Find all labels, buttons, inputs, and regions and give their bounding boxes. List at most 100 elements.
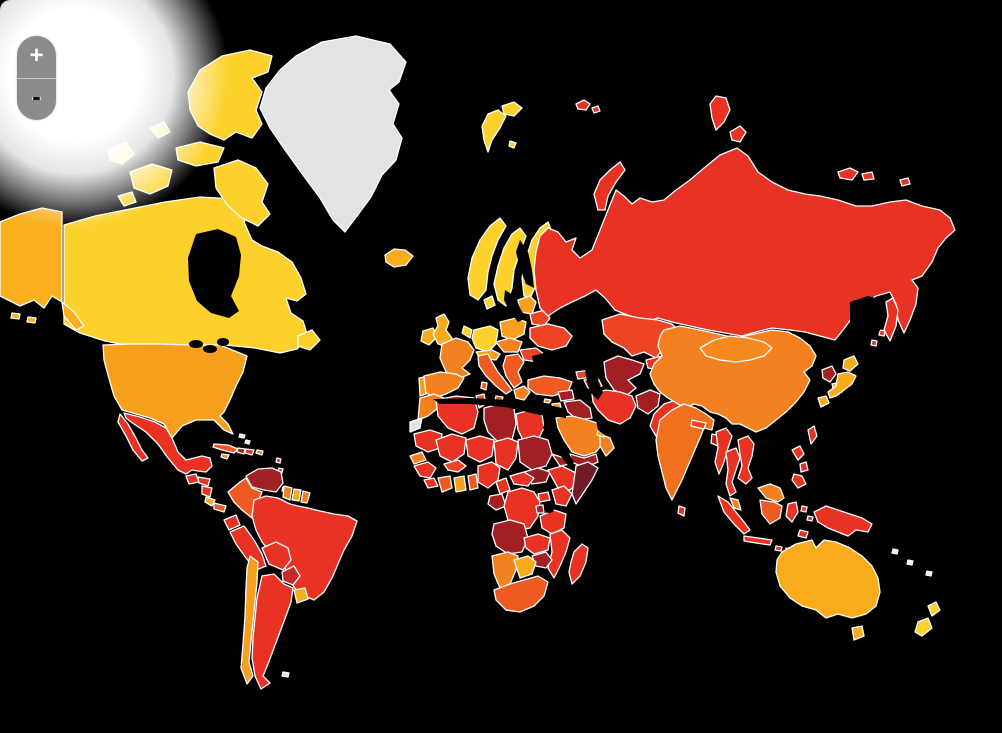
region-paraguay[interactable] (281, 565, 301, 586)
region-ireland[interactable] (420, 327, 438, 346)
region-poland[interactable] (499, 317, 527, 341)
region-ecuador[interactable] (223, 514, 241, 531)
region-argentina[interactable] (251, 573, 294, 690)
region-mongolia[interactable] (699, 335, 773, 363)
region-french-guiana[interactable] (300, 490, 311, 504)
region-gabon-congo[interactable] (487, 493, 507, 511)
region-puerto-rico[interactable] (255, 449, 264, 456)
region-malaysia[interactable] (729, 497, 742, 511)
region-philippines[interactable] (791, 445, 809, 489)
region-honduras[interactable] (197, 476, 211, 487)
region-suriname[interactable] (291, 488, 302, 502)
region-india[interactable] (655, 403, 715, 501)
region-russia-arctic-islands[interactable] (575, 95, 911, 347)
region-tanzania[interactable] (539, 509, 567, 535)
region-sudan[interactable] (517, 435, 553, 471)
region-libya[interactable] (483, 403, 517, 443)
region-cuba[interactable] (212, 443, 239, 454)
region-syria[interactable] (557, 389, 575, 402)
region-china[interactable] (649, 325, 817, 433)
region-dominican-republic[interactable] (244, 448, 255, 456)
region-drc[interactable] (503, 487, 541, 531)
region-angola[interactable] (491, 519, 529, 555)
region-mali[interactable] (435, 433, 467, 463)
region-rwanda-burundi[interactable] (535, 504, 545, 514)
region-sierra-liberia[interactable] (423, 477, 439, 489)
region-cyprus[interactable] (543, 398, 552, 404)
region-taiwan[interactable] (807, 425, 818, 445)
region-new-guinea[interactable] (813, 505, 873, 537)
region-benelux[interactable] (461, 325, 473, 339)
region-madagascar[interactable] (568, 543, 589, 585)
region-north-korea[interactable] (821, 365, 837, 383)
region-nicaragua[interactable] (201, 485, 213, 498)
region-borneo-malaysia[interactable] (757, 483, 785, 503)
region-tasmania[interactable] (851, 625, 865, 641)
region-ghana[interactable] (453, 475, 467, 493)
region-chile[interactable] (240, 555, 259, 685)
region-spain[interactable] (420, 371, 465, 399)
region-central-europe[interactable] (495, 337, 523, 353)
region-mozambique[interactable] (547, 529, 571, 579)
region-nigeria[interactable] (477, 461, 501, 489)
region-oman[interactable] (599, 433, 615, 457)
region-norway[interactable] (467, 217, 507, 301)
region-iceland[interactable] (384, 248, 414, 268)
region-thailand[interactable] (725, 447, 741, 497)
region-jamaica[interactable] (220, 453, 230, 460)
region-uruguay[interactable] (293, 587, 309, 604)
region-pacific-islands[interactable] (891, 548, 933, 577)
region-sumatra[interactable] (717, 495, 751, 535)
region-indochina[interactable] (737, 435, 755, 485)
region-guyana[interactable] (282, 485, 293, 501)
region-cameroon[interactable] (495, 477, 511, 495)
region-ukraine[interactable] (529, 323, 573, 351)
region-sri-lanka[interactable] (677, 505, 686, 517)
region-guatemala[interactable] (185, 473, 200, 485)
region-venezuela[interactable] (245, 467, 284, 493)
region-myanmar[interactable] (714, 427, 733, 475)
region-chad[interactable] (493, 437, 519, 471)
region-kenya[interactable] (551, 485, 573, 507)
region-uganda[interactable] (537, 491, 551, 503)
zoom-out-button[interactable]: - (17, 79, 56, 121)
region-usa[interactable] (102, 343, 248, 439)
region-guinea[interactable] (413, 461, 437, 479)
region-bahamas[interactable] (238, 433, 251, 445)
region-botswana[interactable] (513, 555, 537, 579)
region-greenland[interactable] (259, 35, 407, 233)
region-niger[interactable] (465, 435, 495, 463)
region-uzbek-turkmen[interactable] (603, 355, 645, 397)
region-java[interactable] (743, 535, 773, 546)
region-sulawesi[interactable] (785, 501, 799, 523)
region-bolivia[interactable] (261, 541, 292, 571)
region-iraq[interactable] (563, 399, 593, 421)
region-peru[interactable] (229, 525, 267, 571)
region-afghanistan[interactable] (635, 389, 661, 415)
region-haiti[interactable] (236, 447, 246, 455)
region-portugal[interactable] (418, 376, 427, 397)
region-western-sahara[interactable] (409, 417, 423, 433)
region-panama[interactable] (213, 502, 227, 513)
region-balkans[interactable] (502, 353, 525, 389)
region-iran[interactable] (591, 389, 637, 425)
region-togo-benin[interactable] (467, 473, 479, 491)
region-mexico[interactable] (117, 412, 213, 475)
region-algeria[interactable] (435, 395, 479, 435)
region-canada[interactable] (63, 196, 309, 354)
region-nepal[interactable] (690, 419, 707, 430)
region-somalia[interactable] (571, 461, 599, 505)
region-greece[interactable] (513, 385, 531, 401)
region-car[interactable] (509, 471, 535, 487)
region-zambia[interactable] (523, 533, 551, 555)
region-alaska[interactable] (0, 207, 85, 331)
zoom-in-button[interactable]: + (17, 36, 56, 79)
region-senegal[interactable] (409, 451, 427, 465)
region-belarus[interactable] (529, 309, 551, 327)
region-ivory-coast[interactable] (437, 475, 453, 493)
region-namibia[interactable] (491, 551, 519, 589)
region-france[interactable] (439, 337, 475, 379)
region-new-zealand[interactable] (914, 601, 941, 637)
region-falklands[interactable] (281, 671, 290, 678)
